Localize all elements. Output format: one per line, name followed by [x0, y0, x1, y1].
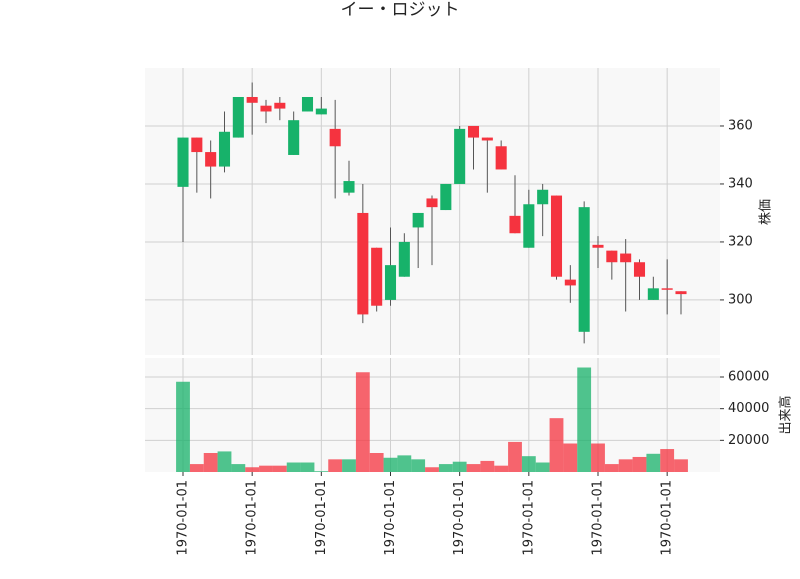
candle-body: [246, 96, 258, 103]
volume-bar: [632, 456, 647, 472]
volume-bar: [466, 464, 481, 472]
volume-bar: [286, 462, 301, 472]
chart-title: イー・ロジット: [341, 0, 460, 20]
x-tick-label: 1970-01-01: [383, 480, 398, 556]
candle-body: [633, 262, 646, 277]
volume-bar: [217, 451, 232, 472]
volume-bar: [259, 465, 273, 472]
volume-bar: [425, 467, 439, 472]
volume-bar: [438, 464, 453, 472]
volume-bar: [328, 459, 343, 472]
candle-body: [426, 198, 438, 208]
volume-axis-label: 出来高: [778, 395, 794, 434]
x-tick-label: 1970-01-01: [245, 480, 260, 556]
candle-body: [675, 291, 687, 295]
candle-body: [647, 288, 659, 300]
volume-tick-label: 20000: [728, 433, 769, 448]
volume-bar: [604, 464, 619, 472]
candle-body: [537, 189, 549, 205]
y-tick-label: 320: [728, 234, 753, 249]
volume-bar: [189, 464, 204, 472]
volume-bar: [480, 460, 495, 472]
candle-body: [440, 183, 452, 211]
volume-bar: [397, 455, 412, 472]
x-tick-label: 1970-01-01: [314, 480, 329, 556]
y-tick-label: 340: [728, 176, 753, 191]
candle-body: [191, 137, 203, 153]
volume-bar: [591, 443, 605, 472]
y-axis-label: 株価: [759, 199, 774, 225]
volume-bar: [577, 367, 592, 472]
candle-body: [467, 125, 480, 138]
candle-body: [661, 288, 673, 290]
candle-body: [523, 204, 535, 248]
volume-bar: [411, 459, 426, 472]
candle-body: [398, 241, 410, 277]
volume-bar: [314, 471, 329, 472]
volume-bar: [176, 381, 190, 472]
volume-tick-label: 40000: [728, 401, 769, 416]
x-tick-label: 1970-01-01: [176, 480, 191, 556]
volume-bar: [494, 465, 509, 472]
volume-bar: [508, 441, 522, 472]
candle-body: [357, 212, 369, 315]
candle-body: [343, 181, 355, 193]
candle-body: [260, 105, 272, 112]
x-tick-label: 1970-01-01: [591, 480, 606, 556]
volume-bar: [272, 465, 287, 472]
volume-bar: [452, 461, 467, 472]
volume-bar: [369, 453, 384, 472]
candle-body: [606, 250, 618, 263]
volume-bar: [660, 449, 675, 472]
volume-bar: [535, 462, 550, 472]
candle-body: [315, 108, 327, 115]
candle-body: [232, 96, 244, 138]
volume-bar: [300, 462, 315, 472]
candle-body: [274, 102, 286, 109]
candle-body: [371, 247, 383, 306]
candle-body: [592, 244, 604, 248]
volume-bar: [245, 467, 260, 472]
candle-body: [454, 128, 466, 184]
candle-body: [564, 279, 576, 286]
candle-body: [495, 146, 507, 170]
x-tick-label: 1970-01-01: [660, 480, 675, 556]
candle-body: [205, 152, 217, 167]
candle-body: [620, 253, 632, 263]
volume-bar: [618, 459, 633, 472]
volume-bar: [383, 457, 398, 472]
volume-bar: [521, 456, 536, 472]
candle-body: [301, 96, 314, 112]
candle-body: [384, 265, 397, 300]
candle-body: [218, 131, 231, 167]
candle-body: [288, 120, 300, 155]
y-tick-label: 360: [728, 118, 753, 133]
volume-bar: [355, 372, 370, 472]
volume-bar: [646, 453, 661, 472]
volume-bar: [549, 418, 564, 472]
candle-body: [329, 128, 341, 147]
candle-body: [481, 137, 493, 141]
volume-bar: [203, 453, 218, 472]
volume-bar: [231, 464, 246, 472]
volume-bar: [674, 459, 688, 472]
x-tick-label: 1970-01-01: [452, 480, 467, 556]
volume-bar: [563, 443, 578, 472]
candle-body: [177, 137, 189, 187]
volume-tick-label: 60000: [728, 370, 769, 385]
candle-body: [412, 212, 424, 228]
candle-body: [578, 207, 590, 332]
y-tick-label: 300: [728, 292, 753, 307]
candle-body: [509, 215, 521, 234]
x-tick-label: 1970-01-01: [521, 480, 536, 556]
volume-bar: [342, 459, 356, 472]
candle-body: [550, 195, 563, 277]
